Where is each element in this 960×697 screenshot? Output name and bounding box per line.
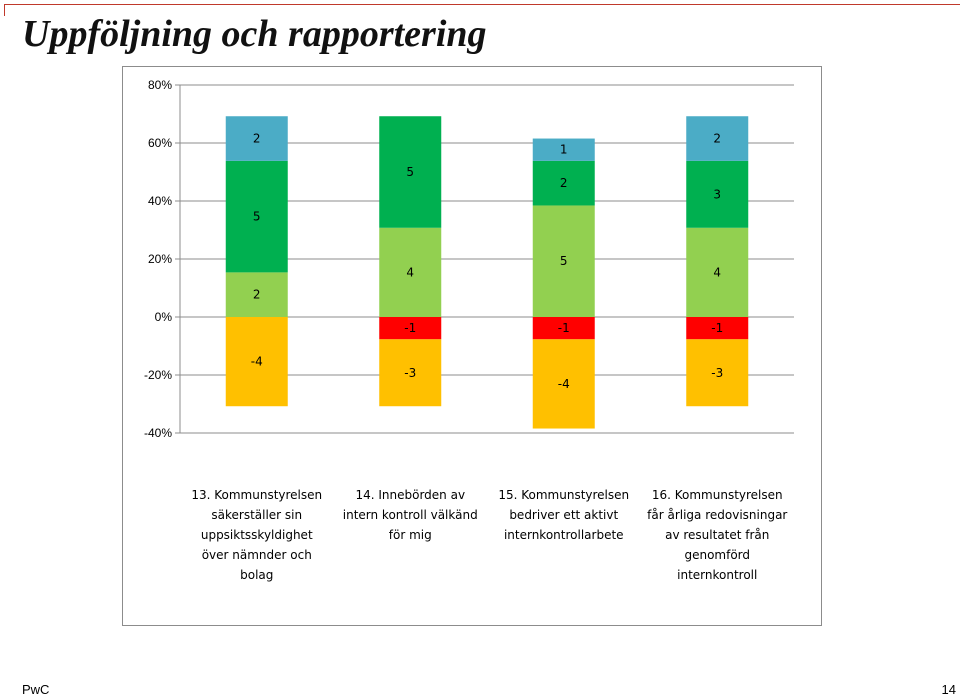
footer-brand: PwC — [22, 682, 50, 697]
bar-segment — [532, 317, 595, 340]
y-tick-label: -20% — [144, 368, 172, 382]
data-label: -3 — [404, 366, 416, 380]
data-label: 5 — [253, 210, 261, 224]
data-label: 4 — [406, 265, 414, 279]
data-label: 3 — [713, 187, 721, 201]
bar-segment — [225, 272, 288, 317]
corner-rule-horizontal — [4, 4, 960, 5]
data-label: -1 — [558, 321, 570, 335]
category-label: bolag — [240, 568, 273, 582]
y-tick-label: 80% — [148, 78, 172, 92]
category-label: genomförd — [684, 548, 750, 562]
y-tick-label: 20% — [148, 252, 172, 266]
data-label: 2 — [253, 288, 261, 302]
data-label: 5 — [406, 165, 414, 179]
category-label: uppsiktsskyldighet — [201, 528, 313, 542]
data-label: -4 — [251, 355, 263, 369]
category-label: 16. Kommunstyrelsen — [652, 488, 783, 502]
bar-segment — [225, 160, 288, 273]
data-label: -1 — [404, 321, 416, 335]
data-label: -1 — [711, 321, 723, 335]
category-label: 15. Kommunstyrelsen — [498, 488, 629, 502]
data-label: -4 — [558, 377, 570, 391]
data-label: 5 — [560, 254, 568, 268]
bar-segment — [686, 339, 749, 407]
bar-segment — [532, 339, 595, 429]
bar-segment — [379, 317, 442, 340]
bar-segment — [532, 160, 595, 206]
category-label: för mig — [389, 528, 432, 542]
y-tick-label: -40% — [144, 426, 172, 440]
corner-rule-vertical — [4, 4, 5, 16]
category-label: intern kontroll välkänd — [343, 508, 478, 522]
category-label: över nämnder och — [202, 548, 312, 562]
category-label: internkontrollarbete — [504, 528, 624, 542]
category-label: bedriver ett aktivt — [509, 508, 618, 522]
data-label: 2 — [560, 176, 568, 190]
category-label: säkerställer sin — [211, 508, 302, 522]
category-label: av resultatet från — [665, 528, 769, 542]
bar-segment — [532, 138, 595, 161]
bar-segment — [225, 116, 288, 161]
bar-segment — [379, 116, 442, 228]
data-label: 2 — [713, 132, 721, 146]
slide-title: Uppföljning och rapportering — [22, 13, 487, 55]
y-tick-label: 60% — [148, 136, 172, 150]
data-label: 1 — [560, 143, 568, 157]
bar-segment — [532, 205, 595, 317]
y-tick-label: 0% — [155, 310, 173, 324]
bar-segment — [686, 116, 749, 161]
bar-segment — [379, 339, 442, 407]
data-label: -3 — [711, 366, 723, 380]
bar-segment — [686, 317, 749, 340]
chart-frame: -40% -20% 0% 20% 40% 60% 80% -4 2 5 2 13. Kommunsty… — [122, 66, 822, 626]
data-label: 4 — [713, 265, 721, 279]
category-label: får årliga redovisningar — [647, 508, 787, 522]
page-number: 14 — [941, 682, 956, 697]
bar-segment — [225, 317, 288, 407]
bar-segment — [379, 227, 442, 317]
bar-segment — [686, 160, 749, 228]
stacked-bar-chart: -40% -20% 0% 20% 40% 60% 80% -4 2 5 2 13. Kommunsty… — [144, 78, 794, 582]
category-label: 14. Innebörden av — [355, 488, 465, 502]
bar-segment — [686, 227, 749, 317]
category-label: 13. Kommunstyrelsen — [191, 488, 322, 502]
y-tick-label: 40% — [148, 194, 172, 208]
category-label: internkontroll — [677, 568, 757, 582]
data-label: 2 — [253, 132, 261, 146]
